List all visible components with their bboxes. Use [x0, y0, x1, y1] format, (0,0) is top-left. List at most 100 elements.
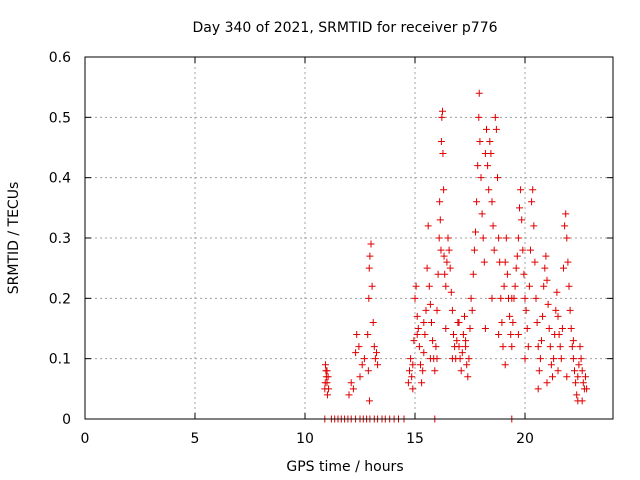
data-point: [323, 379, 331, 387]
data-point: [425, 282, 433, 290]
data-point: [422, 306, 430, 314]
data-point: [568, 343, 576, 351]
y-axis-label: SRMTID / TECUs: [6, 182, 22, 295]
data-point: [421, 331, 429, 339]
data-point: [437, 246, 445, 254]
data-point: [349, 385, 357, 393]
data-point: [478, 210, 486, 218]
data-point: [453, 337, 461, 345]
data-point: [574, 373, 582, 381]
data-point: [521, 355, 529, 363]
data-point: [472, 228, 479, 236]
data-point: [448, 355, 456, 363]
axis-ticks: 0 5 10 15 20 0 0.1 0.2 0.3 0.4 0.5 0.6: [49, 50, 613, 447]
data-point: [495, 331, 503, 339]
data-point: [578, 367, 586, 375]
data-point: [408, 373, 416, 381]
data-point: [579, 379, 587, 387]
y-tick-label: 0.6: [49, 50, 71, 66]
data-point: [531, 258, 539, 266]
data-point: [495, 234, 503, 242]
data-point: [550, 355, 558, 363]
data-point: [466, 325, 474, 332]
x-tick-label: 5: [191, 431, 200, 447]
data-point: [436, 198, 444, 206]
data-point: [347, 379, 355, 387]
data-point: [486, 137, 494, 145]
data-point: [529, 186, 537, 194]
data-point: [420, 318, 428, 326]
data-points: [321, 89, 591, 423]
data-point: [567, 325, 575, 332]
data-point: [355, 343, 363, 351]
data-point: [554, 367, 562, 375]
data-point: [450, 331, 457, 339]
data-point: [360, 355, 368, 363]
data-point: [440, 186, 448, 194]
data-point: [459, 331, 467, 339]
data-point: [540, 282, 548, 290]
data-point: [434, 270, 442, 278]
data-point: [418, 379, 426, 387]
data-point: [323, 367, 331, 375]
y-tick-label: 0.5: [49, 110, 71, 126]
data-point: [429, 337, 437, 345]
data-point: [369, 318, 377, 326]
data-point: [555, 331, 563, 339]
data-point: [345, 391, 353, 399]
data-point: [498, 318, 506, 326]
data-point: [456, 355, 464, 363]
data-point: [536, 355, 544, 363]
data-point: [519, 246, 527, 254]
data-point: [571, 367, 578, 375]
data-point: [481, 325, 489, 332]
data-point: [409, 385, 417, 393]
data-point: [562, 210, 570, 218]
data-point: [412, 282, 420, 290]
data-point: [539, 312, 547, 320]
data-point: [473, 198, 481, 206]
y-tick-label: 0: [62, 412, 71, 428]
data-point: [582, 373, 589, 381]
y-tick-label: 0.3: [49, 231, 71, 247]
data-point: [364, 331, 372, 339]
data-point: [371, 355, 379, 363]
data-point: [569, 355, 577, 363]
data-point: [410, 337, 418, 345]
x-tick-label: 0: [81, 431, 90, 447]
data-point: [508, 343, 516, 351]
data-point: [485, 186, 493, 194]
data-point: [500, 282, 508, 290]
data-point: [494, 174, 501, 182]
data-point: [544, 300, 552, 308]
data-point: [432, 343, 440, 351]
data-point: [415, 343, 423, 351]
data-point: [409, 361, 417, 369]
data-point: [457, 367, 465, 375]
data-point: [435, 234, 443, 242]
data-point: [574, 397, 582, 405]
data-point: [352, 349, 360, 357]
data-point: [483, 125, 490, 133]
data-point: [407, 355, 415, 363]
data-point: [321, 361, 329, 369]
data-point: [365, 397, 373, 405]
chart-title: Day 340 of 2021, SRMTID for receiver p77…: [192, 20, 497, 36]
data-point: [514, 331, 522, 339]
data-point: [443, 258, 451, 266]
data-point: [445, 246, 453, 254]
data-point: [509, 318, 517, 326]
data-point: [564, 258, 572, 266]
data-point: [468, 306, 476, 314]
data-point: [556, 343, 564, 351]
y-tick-label: 0.1: [49, 352, 71, 368]
data-point: [513, 252, 521, 260]
data-point: [528, 198, 536, 206]
data-point: [524, 343, 532, 351]
data-point: [507, 331, 515, 339]
data-point: [527, 246, 534, 254]
data-point: [448, 306, 456, 314]
data-point: [535, 367, 543, 375]
data-point: [413, 331, 421, 339]
data-point: [474, 162, 482, 170]
